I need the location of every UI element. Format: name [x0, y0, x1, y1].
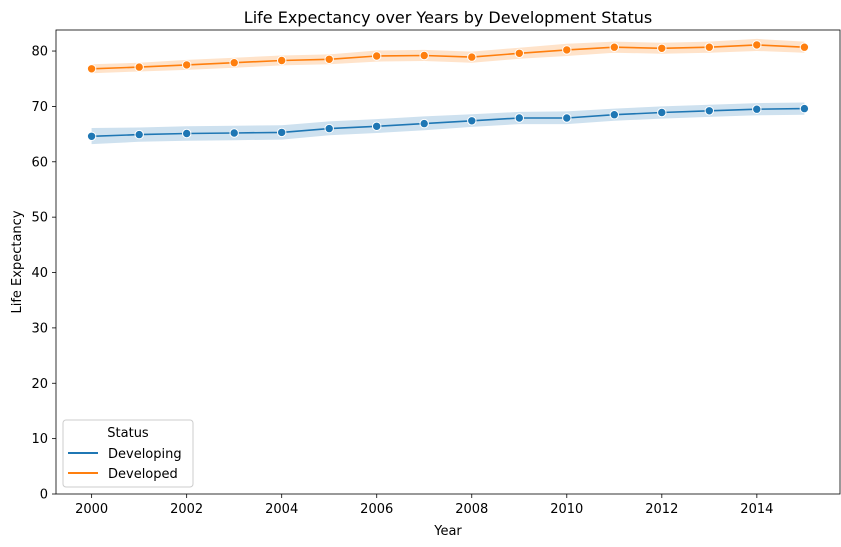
legend-label-developing: Developing — [108, 447, 182, 462]
x-tick-label: 2012 — [645, 502, 678, 517]
data-point-developing — [86, 131, 97, 142]
data-point-developed — [182, 60, 192, 70]
data-point-developed — [86, 64, 97, 74]
y-tick-label: 10 — [31, 432, 48, 447]
confidence-bands — [91, 38, 805, 145]
data-point-developed — [704, 42, 714, 52]
data-point-developing — [229, 128, 239, 138]
data-point-developing — [704, 106, 714, 116]
series-markers — [86, 40, 810, 142]
x-tick-label: 2004 — [265, 502, 298, 517]
data-point-developing — [277, 127, 287, 138]
y-axis-label: Life Expectancy — [10, 210, 25, 313]
x-tick-label: 2002 — [170, 502, 203, 517]
data-point-developed — [467, 52, 477, 62]
data-point-developing — [182, 128, 192, 139]
data-point-developed — [514, 48, 524, 58]
data-point-developed — [562, 45, 572, 55]
data-point-developing — [657, 107, 667, 118]
data-point-developed — [229, 58, 239, 68]
plot-frame — [55, 29, 841, 495]
data-point-developing — [372, 121, 382, 132]
data-point-developed — [372, 51, 382, 61]
y-tick-label: 30 — [31, 321, 48, 336]
data-point-developing — [467, 116, 477, 126]
data-point-developed — [324, 54, 334, 64]
legend-label-developed: Developed — [108, 467, 178, 482]
x-tick-label: 2006 — [360, 502, 393, 517]
legend-box — [62, 419, 194, 488]
y-tick-label: 40 — [31, 266, 48, 281]
legend-title: Status — [107, 426, 149, 441]
data-point-developed — [277, 55, 287, 66]
y-tick-label: 70 — [31, 100, 48, 115]
legend: Status Developing Developed — [62, 419, 194, 488]
data-point-developing — [609, 110, 619, 120]
x-axis-label: Year — [433, 524, 462, 539]
data-point-developed — [609, 42, 619, 52]
chart-title: Life Expectancy over Years by Developmen… — [244, 8, 652, 27]
y-tick-label: 20 — [31, 377, 48, 392]
x-tick-label: 2000 — [75, 502, 108, 517]
x-axis-ticks: 2000 2002 2004 2006 2008 2010 2012 2014 — [75, 494, 773, 517]
data-point-developing — [799, 103, 810, 114]
y-axis-ticks: 0 10 20 30 40 50 60 70 80 — [31, 45, 56, 503]
data-point-developing — [324, 123, 334, 134]
x-tick-label: 2010 — [550, 502, 583, 517]
y-tick-label: 50 — [31, 211, 48, 226]
x-tick-label: 2008 — [455, 502, 488, 517]
data-point-developed — [134, 62, 144, 72]
series-line-developed — [91, 44, 805, 70]
data-point-developing — [134, 129, 144, 140]
data-point-developing — [562, 113, 572, 123]
y-tick-label: 0 — [40, 488, 48, 503]
data-point-developed — [799, 42, 810, 52]
data-point-developed — [752, 40, 762, 50]
data-point-developed — [657, 43, 667, 53]
y-tick-label: 80 — [31, 45, 48, 60]
data-point-developing — [419, 118, 429, 129]
series-lines — [91, 44, 805, 138]
series-line-developing — [91, 107, 805, 138]
data-point-developing — [752, 104, 762, 114]
data-point-developed — [419, 50, 429, 61]
x-tick-label: 2014 — [740, 502, 773, 517]
ci-band-developing — [91, 102, 805, 145]
y-tick-label: 60 — [31, 155, 48, 170]
data-point-developing — [514, 113, 524, 123]
